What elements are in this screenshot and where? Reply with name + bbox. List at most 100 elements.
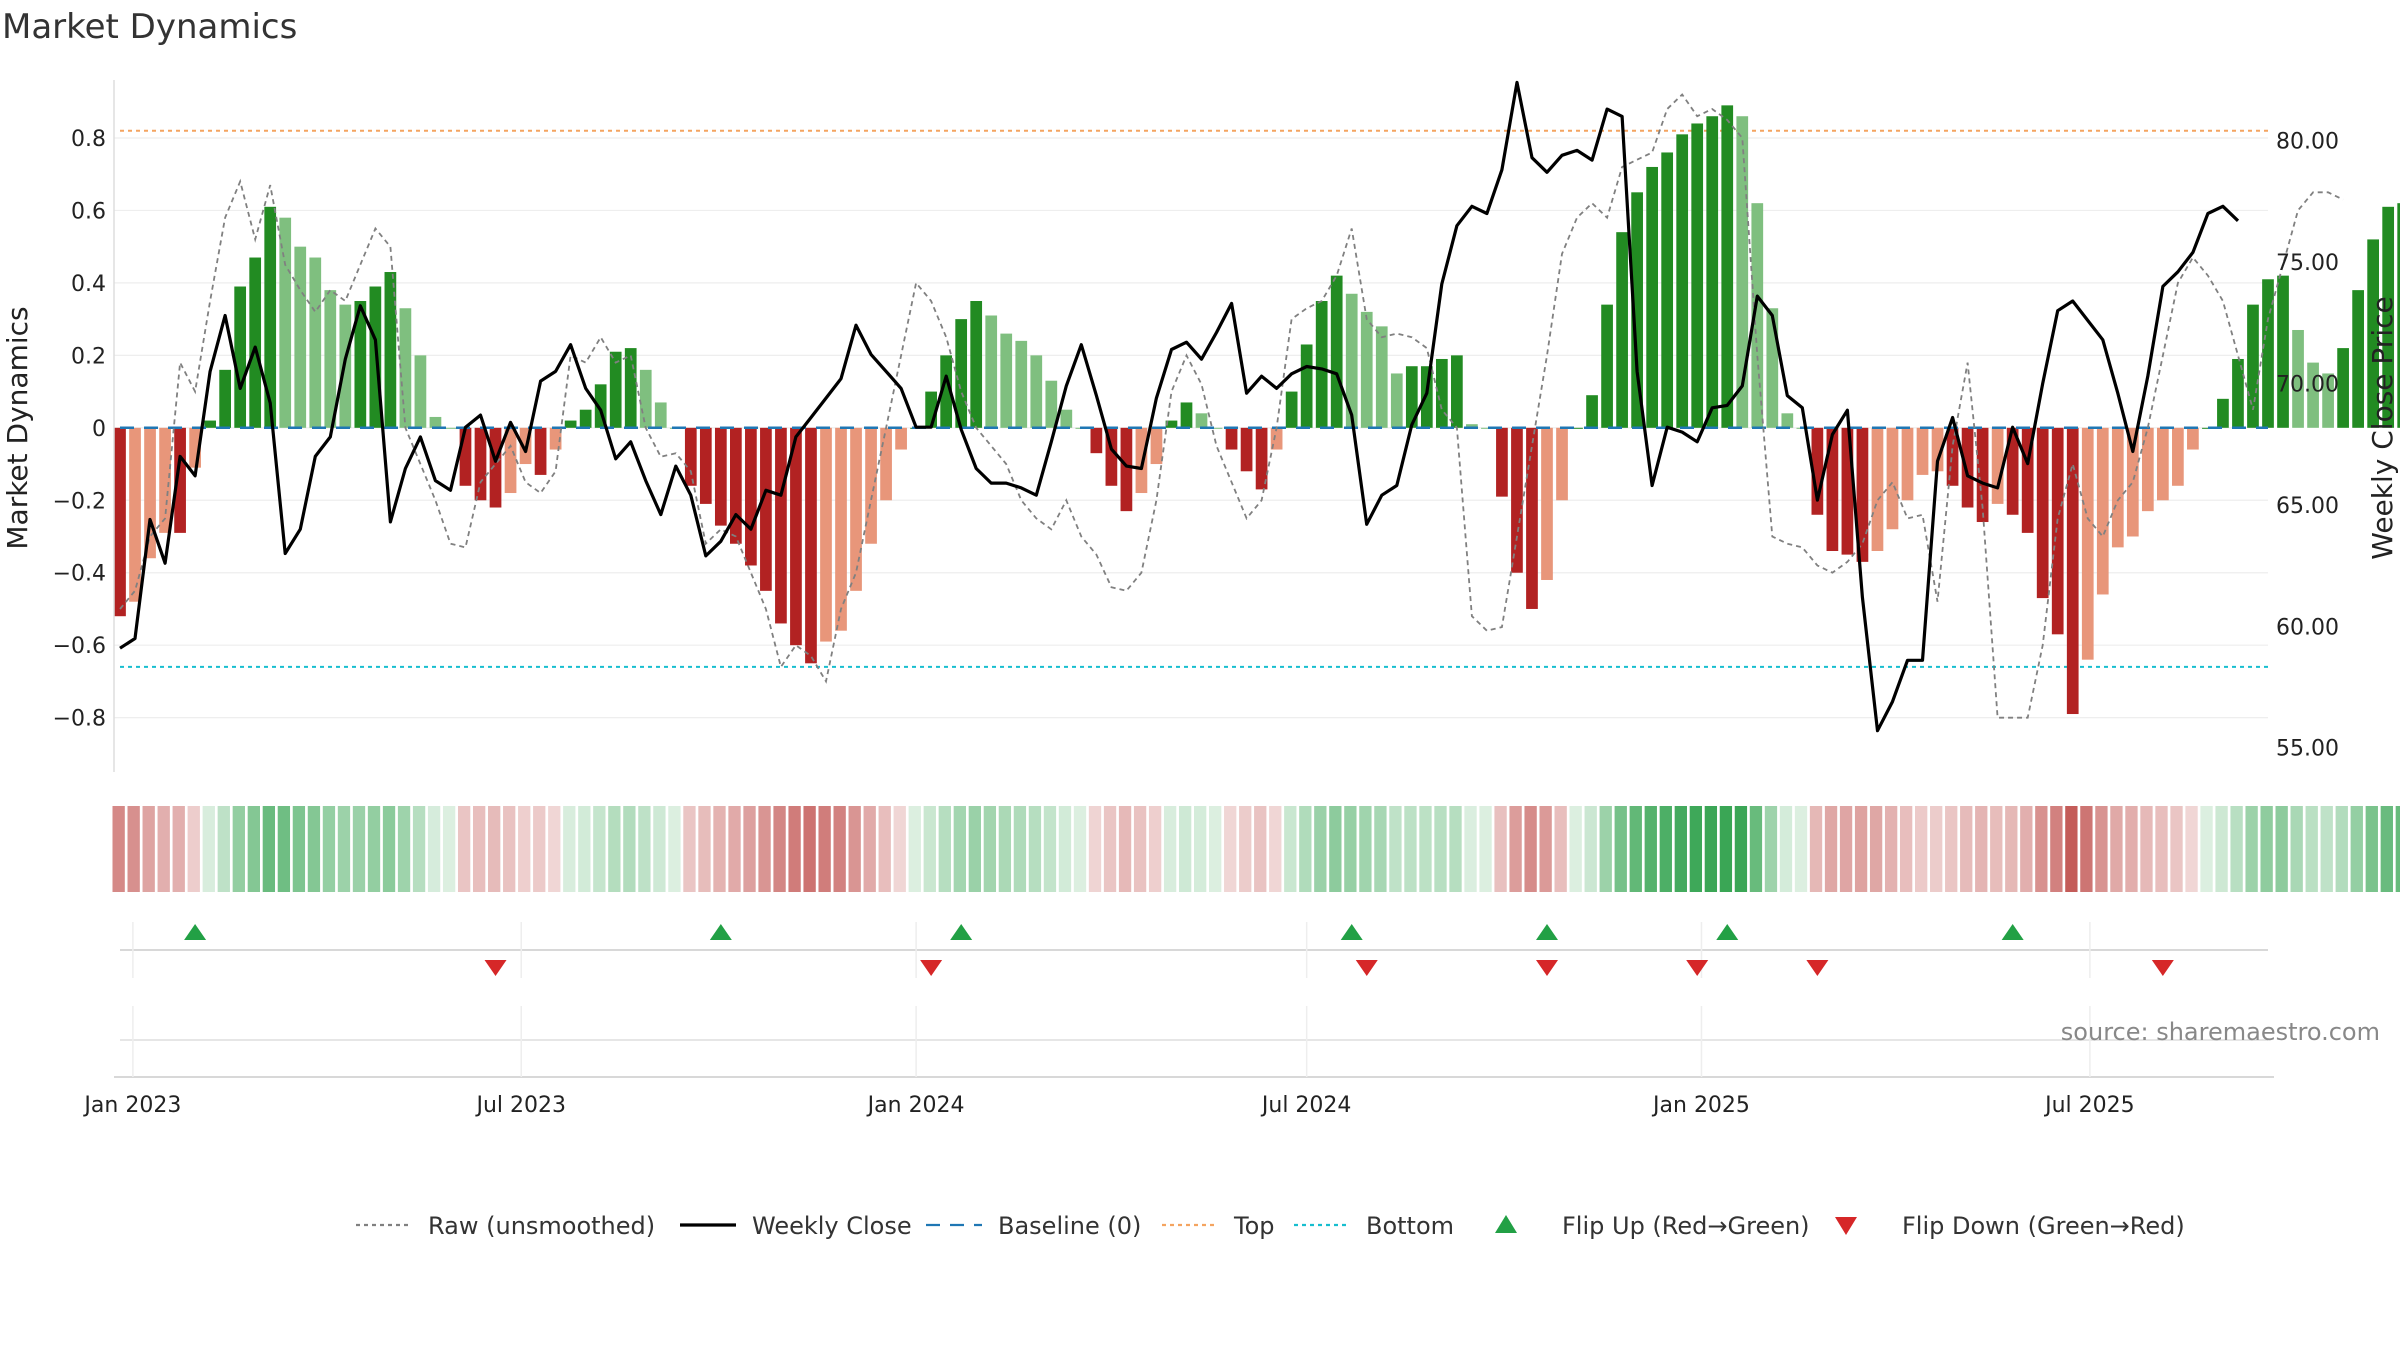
heat-strip-cell — [833, 806, 846, 892]
bar — [399, 308, 412, 428]
bar — [1451, 355, 1463, 428]
flip-up-marker — [1535, 924, 1558, 940]
bar — [1060, 409, 1073, 428]
bar — [1751, 203, 1764, 428]
heat-strip-cell — [1569, 806, 1582, 892]
bar — [594, 384, 607, 428]
flip-events-panel — [120, 922, 2268, 978]
x-tick-label: Jan 2024 — [866, 1093, 965, 1118]
x-tick-label: Jul 2024 — [1260, 1093, 1352, 1118]
bar — [1135, 427, 1148, 494]
bar — [234, 286, 247, 428]
heat-strip-cell — [1269, 806, 1282, 892]
bar — [1481, 427, 1493, 429]
bar — [189, 427, 201, 468]
heat-strip-cell — [938, 806, 951, 892]
heat-strip-cell — [1629, 806, 1642, 892]
bar — [955, 319, 968, 428]
heat-strip-cell — [1945, 806, 1958, 892]
weekly-close-line — [119, 80, 2240, 733]
bar — [1961, 427, 1974, 508]
heat-strip-cell — [848, 806, 861, 892]
bar — [1345, 293, 1358, 428]
heat-strip-cell — [457, 806, 471, 892]
flip-up-marker — [1716, 924, 1739, 940]
heat-strip-cell — [1449, 806, 1462, 892]
heat-strip-cell — [262, 806, 276, 892]
y2-axis-label: Weekly Close Price — [2366, 296, 2399, 559]
heat-strip-cell — [683, 806, 696, 892]
y-tick-label: −0.6 — [53, 634, 106, 659]
heat-strip-cell — [2065, 806, 2078, 892]
bar — [624, 348, 637, 428]
bar — [1435, 358, 1448, 428]
bar — [354, 301, 367, 428]
bar — [1586, 395, 1598, 428]
heat-strip-cell — [1644, 806, 1657, 892]
bar — [549, 427, 562, 450]
bar — [2111, 427, 2124, 548]
bar — [1886, 427, 1899, 530]
heat-strip-cell — [2215, 806, 2228, 892]
bar — [279, 217, 292, 428]
bar — [745, 427, 757, 566]
bar — [249, 257, 262, 428]
bar — [1691, 123, 1704, 428]
heat-strip-cell — [983, 806, 997, 892]
heat-strip-cell — [1599, 806, 1612, 892]
heat-strip-cell — [292, 806, 306, 892]
x-tick-label: Jan 2023 — [82, 1093, 181, 1118]
heat-strip-cell — [142, 806, 155, 892]
heat-strip-cell — [2230, 806, 2243, 892]
bar — [2322, 373, 2334, 428]
flip-down-marker — [484, 960, 507, 976]
bar — [1901, 427, 1914, 501]
bar — [1646, 166, 1658, 428]
legend-item: Bottom — [1294, 1212, 1454, 1240]
heat-strip-cell — [1163, 806, 1177, 892]
bar — [1871, 427, 1884, 551]
bar — [1150, 427, 1163, 465]
heat-strip-cell — [2290, 806, 2303, 892]
bar — [429, 416, 442, 428]
heat-strip-cell — [608, 806, 621, 892]
y-tick-label: 0 — [92, 417, 106, 442]
flip-up-marker — [1340, 924, 1363, 940]
flip-down-marker — [1535, 960, 1558, 976]
heat-strip-cell — [1734, 806, 1748, 892]
flip-up-marker — [184, 924, 207, 940]
source-note: source: sharemaestro.com — [2061, 1018, 2380, 1046]
bar — [2051, 427, 2064, 635]
heat-strip-cell — [2020, 806, 2033, 892]
bar — [579, 409, 592, 428]
bar — [1781, 413, 1794, 428]
heat-strip-cell — [1043, 806, 1057, 892]
heat-strip-cell — [1013, 806, 1027, 892]
y2-tick-label: 80.00 — [2276, 130, 2339, 155]
bar — [2232, 358, 2244, 428]
heat-strip-cell — [758, 806, 771, 892]
bar — [2006, 427, 2019, 515]
chart-title: Market Dynamics — [2, 7, 297, 47]
bar — [384, 272, 397, 428]
bar — [1315, 301, 1328, 428]
bar — [1661, 152, 1674, 428]
heat-strip-cell — [1869, 806, 1883, 892]
heat-strip-cell — [1554, 806, 1567, 892]
heat-strip-cell — [743, 806, 756, 892]
heat-strip-cell — [427, 806, 441, 892]
bar — [790, 427, 802, 646]
heat-strip-cell — [1314, 806, 1327, 892]
heat-strip-cell — [2350, 806, 2363, 892]
heat-strip-cell — [1960, 806, 1973, 892]
heat-strip-cell — [1434, 806, 1447, 892]
y2-tick-label: 65.00 — [2276, 494, 2339, 519]
bar — [1676, 134, 1689, 428]
heat-strip-cell — [1975, 806, 1988, 892]
y2-tick-label: 55.00 — [2276, 737, 2339, 762]
heat-strip-cell — [1824, 806, 1838, 892]
legend-label: Top — [1233, 1212, 1275, 1240]
heat-strip-cell — [1719, 806, 1733, 892]
bar — [114, 427, 126, 617]
bar — [1270, 427, 1283, 450]
